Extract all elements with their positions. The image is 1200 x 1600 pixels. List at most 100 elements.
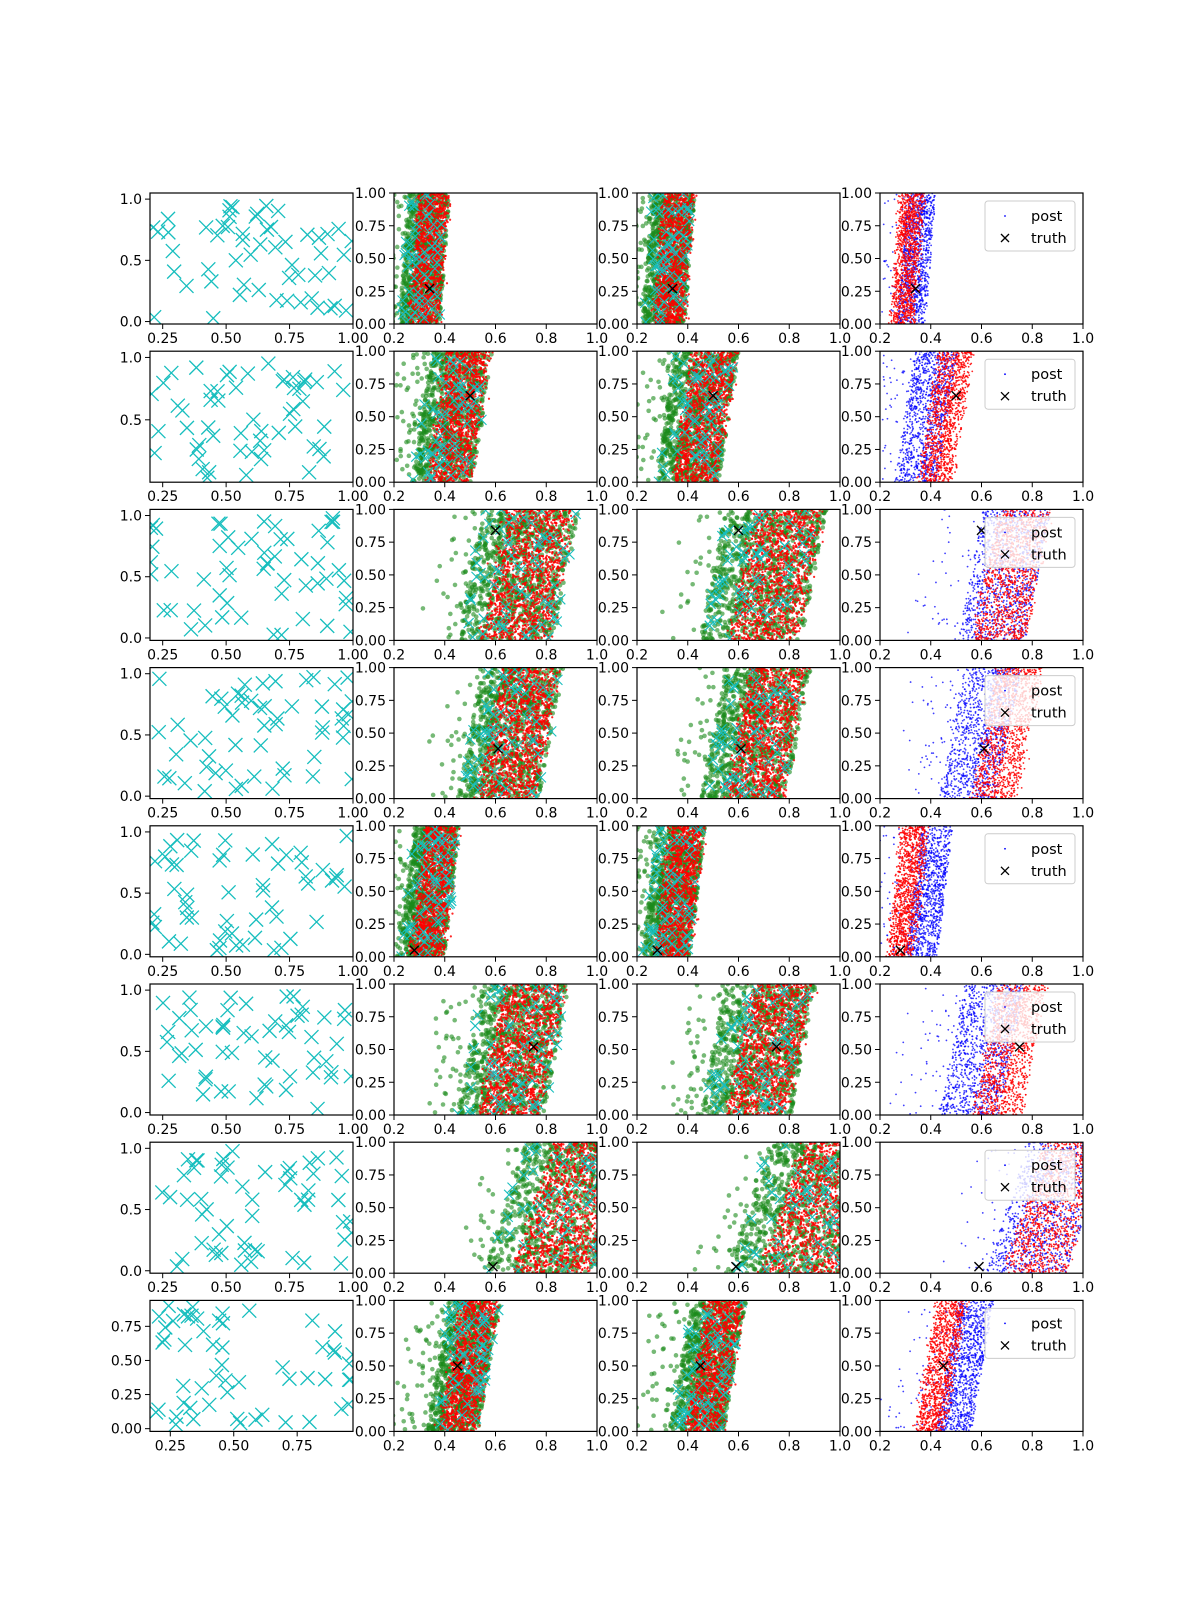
- green-sample: [632, 270, 637, 275]
- red-sample: [683, 304, 685, 306]
- red-sample: [440, 321, 442, 323]
- green-sample: [397, 227, 402, 232]
- red-sample: [691, 196, 693, 198]
- observation-marker: [161, 212, 175, 226]
- green-sample: [628, 234, 633, 239]
- red-sample: [667, 256, 669, 258]
- red-sample: [441, 264, 443, 266]
- observation-marker: [201, 262, 215, 276]
- red-sample: [422, 208, 424, 210]
- red-sample: [418, 242, 420, 244]
- observation-marker: [271, 204, 285, 218]
- red-sample: [679, 284, 681, 286]
- x-tick-label: 0.25: [147, 331, 178, 347]
- green-sample: [378, 275, 383, 280]
- green-sample: [631, 233, 636, 238]
- observation-marker: [260, 223, 274, 237]
- green-sample: [371, 267, 376, 272]
- blue-sample: [887, 266, 889, 268]
- red-sample: [678, 222, 680, 224]
- red-sample: [435, 229, 437, 231]
- red-sample: [440, 287, 442, 289]
- red-sample: [676, 258, 678, 260]
- red-sample: [681, 290, 683, 292]
- red-sample: [417, 248, 419, 250]
- red-sample: [425, 221, 427, 223]
- observation-marker: [322, 266, 336, 280]
- observation-marker: [236, 233, 250, 247]
- y-tick-label: 1.0: [120, 192, 142, 208]
- y-tick-label: 0.0: [120, 315, 142, 331]
- red-sample: [672, 320, 674, 322]
- red-sample: [679, 314, 681, 316]
- green-sample: [628, 303, 633, 308]
- red-sample: [412, 320, 414, 322]
- red-sample: [439, 195, 441, 197]
- green-sample: [624, 244, 629, 249]
- red-sample: [442, 269, 444, 271]
- observation-marker: [264, 220, 278, 234]
- blue-sample: [873, 239, 875, 241]
- red-sample: [418, 195, 420, 197]
- green-sample: [624, 205, 629, 210]
- observation-marker: [206, 311, 220, 325]
- green-sample: [629, 251, 634, 256]
- red-sample: [678, 214, 680, 216]
- x-tick-label: 0.4: [677, 331, 699, 347]
- green-sample: [359, 309, 364, 314]
- red-sample: [438, 281, 440, 283]
- green-sample: [391, 197, 396, 202]
- green-sample: [628, 207, 633, 212]
- red-sample: [416, 244, 418, 246]
- blue-sample: [918, 317, 920, 319]
- red-sample: [681, 315, 683, 317]
- red-sample: [415, 268, 417, 270]
- green-sample: [404, 218, 409, 223]
- y-tick-label: 0.5: [120, 253, 142, 269]
- red-sample: [435, 193, 437, 195]
- observation-marker: [223, 210, 237, 224]
- red-sample: [677, 319, 679, 321]
- red-sample: [664, 200, 666, 202]
- blue-sample: [887, 200, 889, 202]
- observation-marker: [328, 299, 342, 313]
- green-sample: [385, 198, 390, 203]
- red-sample: [676, 222, 678, 224]
- red-sample: [680, 292, 682, 294]
- observation-marker: [339, 303, 353, 317]
- green-sample: [395, 245, 400, 250]
- red-sample: [690, 200, 692, 202]
- green-sample: [634, 277, 639, 282]
- red-sample: [660, 233, 662, 235]
- observation-marker: [332, 222, 346, 236]
- observation-marker: [345, 234, 359, 248]
- red-sample: [670, 281, 672, 283]
- green-sample: [620, 236, 625, 241]
- red-sample: [656, 300, 658, 302]
- red-sample: [438, 199, 440, 201]
- green-sample: [404, 281, 409, 286]
- green-sample: [626, 212, 631, 217]
- red-sample: [683, 230, 685, 232]
- red-sample: [442, 217, 444, 219]
- red-sample: [684, 267, 686, 269]
- green-sample: [386, 276, 391, 281]
- green-sample: [387, 231, 392, 236]
- red-sample: [680, 245, 682, 247]
- x-tick-label: 0.2: [626, 331, 648, 347]
- red-sample: [672, 308, 674, 310]
- red-sample: [438, 306, 440, 308]
- y-tick-label: 0.25: [598, 284, 629, 300]
- green-sample: [409, 214, 414, 219]
- blue-sample: [892, 310, 894, 312]
- red-sample: [688, 317, 690, 319]
- red-sample: [444, 225, 446, 227]
- red-sample: [436, 300, 438, 302]
- green-sample: [611, 271, 616, 276]
- x-tick-label: 0.8: [778, 331, 800, 347]
- red-sample: [416, 215, 418, 217]
- red-sample: [434, 280, 436, 282]
- red-sample: [441, 202, 443, 204]
- red-sample: [691, 229, 693, 231]
- green-sample: [651, 223, 656, 228]
